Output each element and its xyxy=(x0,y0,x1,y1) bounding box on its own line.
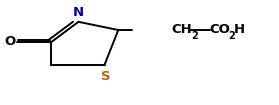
Text: 2: 2 xyxy=(229,31,235,41)
Text: CO: CO xyxy=(209,23,230,36)
Text: N: N xyxy=(73,6,84,19)
Text: O: O xyxy=(4,35,15,48)
Text: CH: CH xyxy=(172,23,193,36)
Text: 2: 2 xyxy=(192,31,198,41)
Text: H: H xyxy=(234,23,245,36)
Text: S: S xyxy=(101,70,111,83)
